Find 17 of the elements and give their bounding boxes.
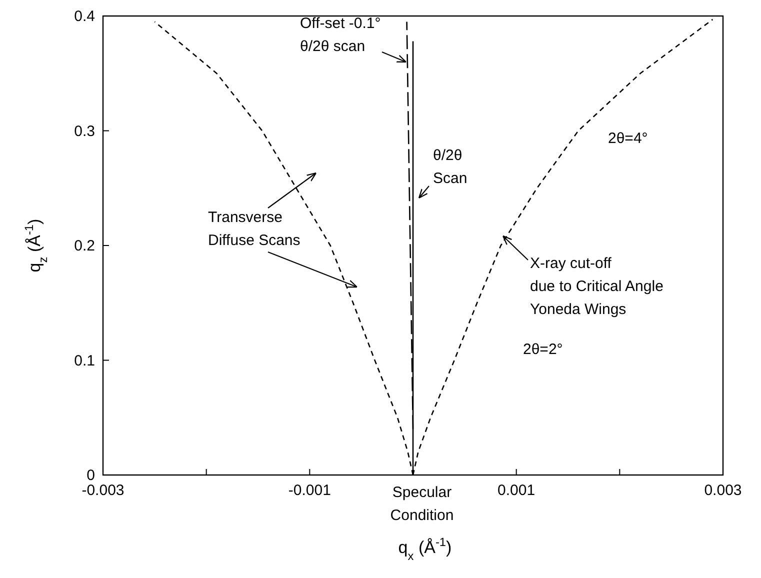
- annotation: Off-set -0.1° θ/2θ scan: [300, 15, 381, 55]
- x-tick-label: -0.003: [82, 482, 124, 499]
- x-tick-label: -0.001: [288, 482, 331, 499]
- y-tick-label: 0.2: [74, 238, 95, 254]
- annotation: X-ray cut-off due to Critical Angle Yoneda Wings: [530, 255, 664, 318]
- x-tick-label: 0.001: [498, 482, 536, 499]
- x-tick-label: 0.003: [704, 482, 742, 499]
- y-tick-label: 0.1: [74, 352, 95, 370]
- text: Specular Condition: [390, 484, 454, 524]
- y-tick-label: 0: [86, 467, 95, 484]
- y-tick-label: 0.4: [74, 8, 95, 25]
- annotation: θ/2θ Scan: [433, 147, 468, 187]
- y-tick-label: 0.3: [74, 122, 95, 140]
- annotation: 2θ=2°: [523, 341, 563, 358]
- annotation: Transverse Diffuse Scans: [208, 209, 300, 249]
- annotation: 2θ=4°: [608, 130, 648, 147]
- x-axis-title: q$_{x}$ (Å$^{-1}$): [398, 535, 452, 563]
